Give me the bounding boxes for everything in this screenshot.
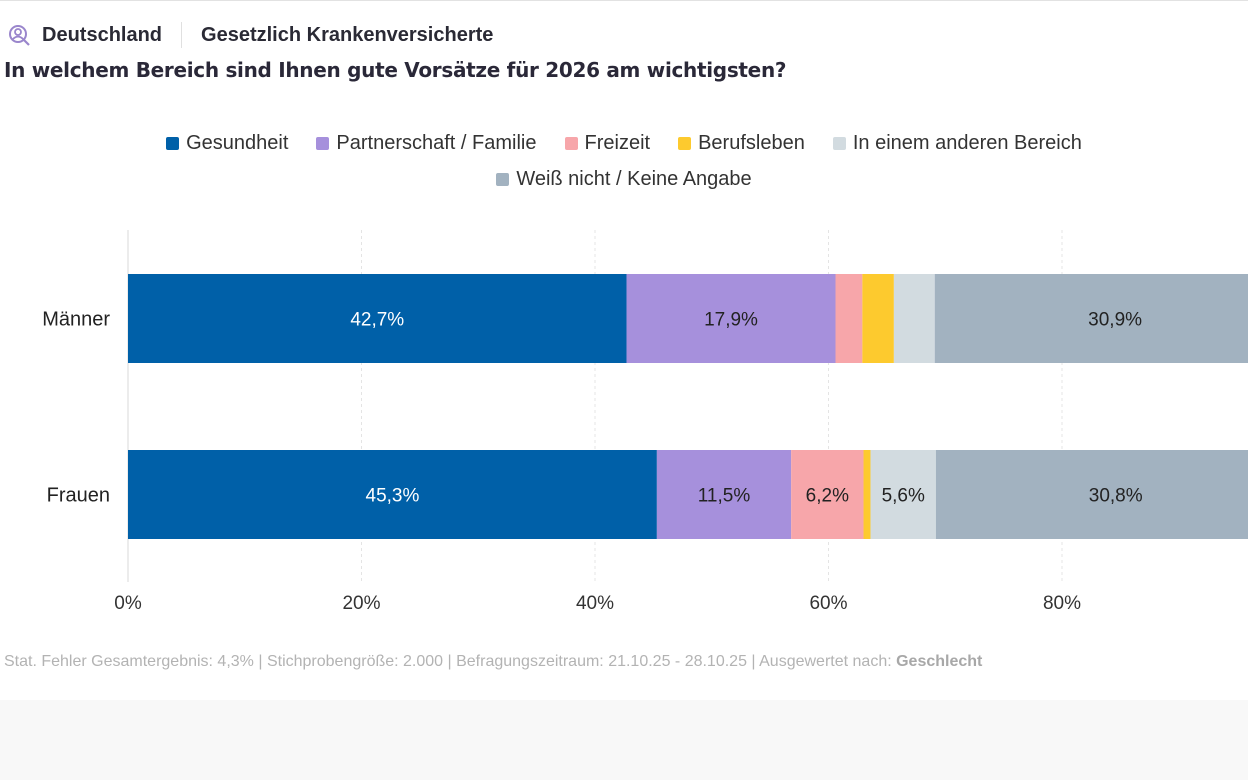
data-label: 17,9% <box>704 310 758 331</box>
bar-segment <box>863 450 871 539</box>
bottom-panel <box>0 700 1248 780</box>
legend-row-2: Weiß nicht / Keine Angabe <box>0 168 1248 192</box>
bar-segment <box>791 450 864 539</box>
bar-segment <box>835 274 863 363</box>
legend-label: Gesundheit <box>186 132 289 154</box>
data-label: 30,9% <box>1088 310 1142 331</box>
data-label: 30,8% <box>1089 486 1143 507</box>
legend-swatch <box>678 137 692 150</box>
bar-segment <box>870 450 936 539</box>
bar-segment <box>935 450 1248 539</box>
legend-swatch <box>166 137 180 150</box>
legend-label: Partnerschaft / Familie <box>336 132 537 154</box>
x-tick-label: 40% <box>576 593 614 614</box>
legend-item[interactable]: Weiß nicht / Keine Angabe <box>496 168 752 191</box>
legend-item[interactable]: In einem anderen Bereich <box>832 132 1082 155</box>
legend-label: Berufsleben <box>698 132 805 154</box>
data-label: 11,5% <box>698 486 751 507</box>
x-tick-label: 60% <box>809 593 847 614</box>
bar-segment <box>934 274 1248 363</box>
filter-header: Deutschland Gesetzlich Krankenversichert… <box>8 22 493 48</box>
legend-swatch <box>316 137 330 150</box>
footer-note: Stat. Fehler Gesamtergebnis: 4,3% | Stic… <box>4 653 982 671</box>
legend-swatch <box>832 137 846 150</box>
footer-text: Stat. Fehler Gesamtergebnis: 4,3% | Stic… <box>4 653 897 670</box>
region-label: Deutschland <box>42 23 163 46</box>
divider <box>181 22 183 48</box>
bar-segment <box>128 450 657 539</box>
data-label: 6,2% <box>806 486 849 507</box>
x-tick-label: 0% <box>114 593 142 614</box>
population-label: Gesetzlich Krankenversicherte <box>201 23 494 46</box>
top-border <box>0 0 1248 1</box>
x-tick-label: 20% <box>342 593 380 614</box>
legend-label: Freizeit <box>584 132 651 154</box>
bar-segment <box>626 274 836 363</box>
x-tick-label: 80% <box>1043 593 1081 614</box>
bar-segment <box>893 274 935 363</box>
legend-item[interactable]: Gesundheit <box>166 132 288 155</box>
legend-item[interactable]: Freizeit <box>564 132 651 155</box>
data-label: 5,6% <box>882 486 925 507</box>
bar-segment <box>656 450 792 539</box>
category-label: Frauen <box>47 485 110 507</box>
data-label: 42,7% <box>350 310 404 331</box>
legend-swatch <box>496 173 510 186</box>
stacked-bar-chart: 0% 20% 40% 60% 80% Männer 42,7% 17,9% 30,9% Fraue… <box>42 230 1248 614</box>
legend-item[interactable]: Berufsleben <box>678 132 805 155</box>
legend-label: In einem anderen Bereich <box>852 132 1082 154</box>
question-title: In welchem Bereich sind Ihnen gute Vorsä… <box>4 58 787 82</box>
legend-label: Weiß nicht / Keine Angabe <box>516 168 752 190</box>
bar-segment <box>862 274 894 363</box>
legend-row-1: Gesundheit Partnerschaft / Familie Freizei… <box>0 132 1248 156</box>
footer-grouping: Geschlecht <box>896 653 983 670</box>
person-search-icon <box>9 25 30 46</box>
bar-segment <box>128 274 627 363</box>
legend-swatch <box>564 137 578 150</box>
legend-item[interactable]: Partnerschaft / Familie <box>316 132 537 155</box>
data-label: 45,3% <box>366 486 420 507</box>
category-label: Männer <box>42 309 110 331</box>
